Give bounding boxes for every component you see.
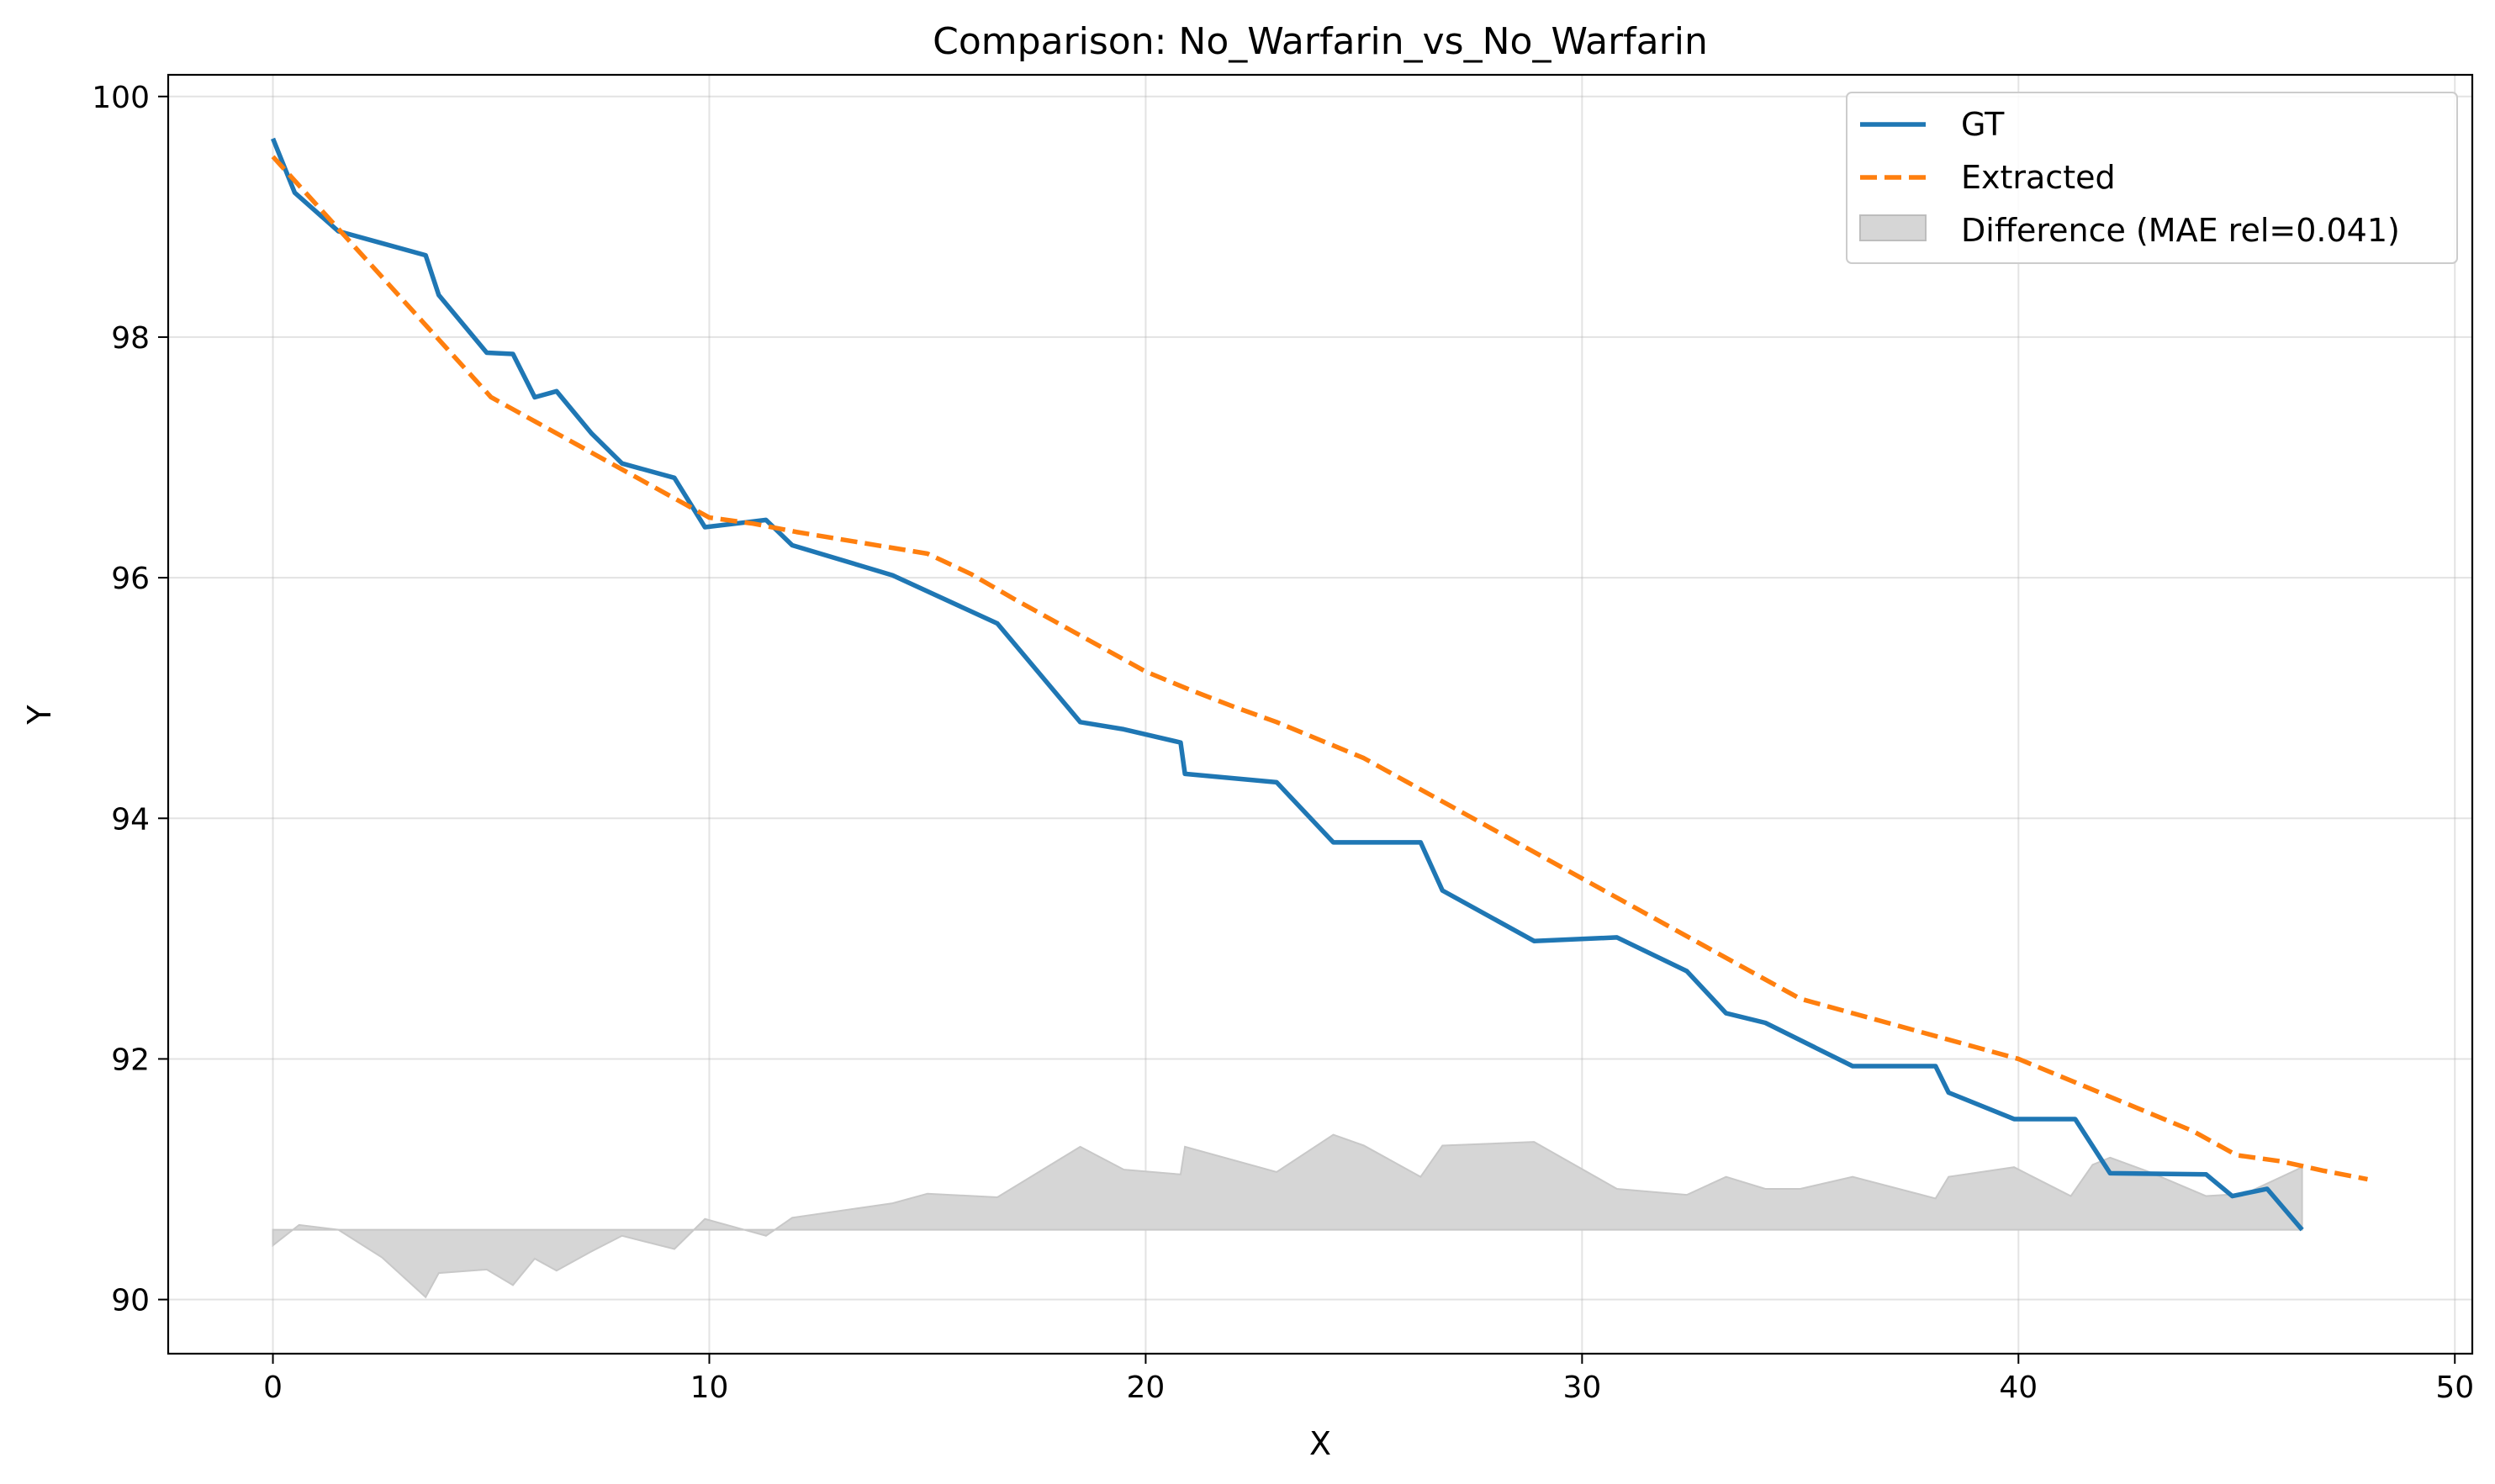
difference-band xyxy=(272,1133,2303,1299)
axis-ticks: 0 10 20 30 40 50 90 92 94 96 98 100 xyxy=(92,81,2474,1405)
x-tick-label: 0 xyxy=(263,1370,283,1405)
y-axis-label: Y xyxy=(21,705,58,726)
difference-band-layer xyxy=(272,1133,2303,1299)
x-tick-label: 20 xyxy=(1127,1370,1166,1405)
x-tick-label: 40 xyxy=(1999,1370,2038,1405)
x-tick-label: 30 xyxy=(1562,1370,1601,1405)
chart-title: Comparison: No_Warfarin_vs_No_Warfarin xyxy=(933,20,1708,63)
y-tick-label: 98 xyxy=(111,321,150,356)
legend-gt-label: GT xyxy=(1961,106,2005,143)
x-tick-label: 50 xyxy=(2435,1370,2474,1405)
legend-box xyxy=(1846,92,2458,264)
series-line-gt xyxy=(270,137,2304,1232)
legend-difference-swatch xyxy=(1859,214,1927,241)
legend-difference-label: Difference (MAE rel=0.041) xyxy=(1961,212,2400,249)
y-tick-label: 94 xyxy=(111,802,150,837)
y-tick-label: 92 xyxy=(111,1043,150,1077)
x-axis-label: X xyxy=(1309,1425,1331,1462)
y-tick-label: 96 xyxy=(111,562,150,596)
grid-lines xyxy=(168,75,2472,1354)
series-line-extracted xyxy=(271,155,2368,1182)
plot-frame xyxy=(167,73,2474,1355)
y-tick-label: 100 xyxy=(92,81,150,115)
legend-extracted-label: Extracted xyxy=(1961,159,2116,196)
x-tick-label: 10 xyxy=(690,1370,729,1405)
series-layer xyxy=(270,137,2368,1232)
legend: GT Extracted Difference (MAE rel=0.041) xyxy=(1846,92,2458,264)
y-tick-label: 90 xyxy=(111,1284,150,1318)
